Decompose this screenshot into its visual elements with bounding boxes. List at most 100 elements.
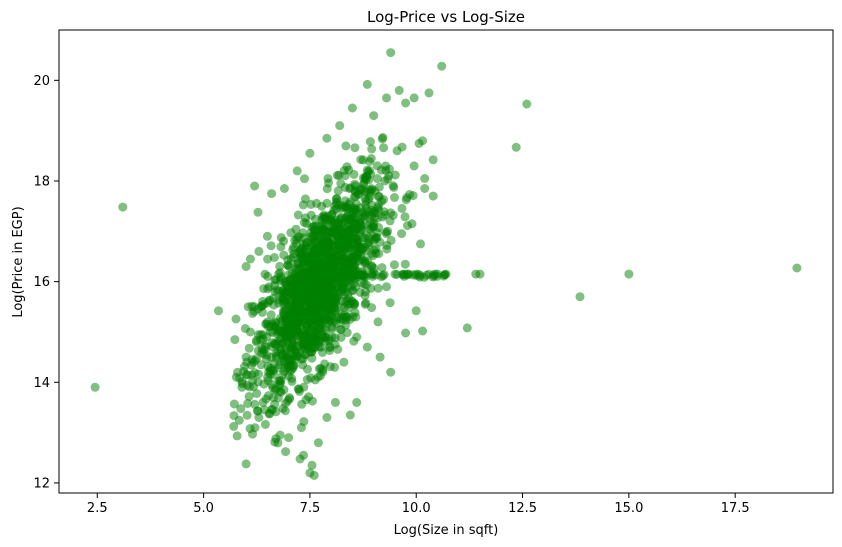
data-point [424, 269, 434, 279]
x-tick-label: 2.5 [87, 501, 108, 516]
data-point [292, 166, 302, 176]
data-point [462, 323, 472, 333]
data-point [243, 302, 253, 312]
data-point [349, 192, 359, 202]
data-point [298, 360, 308, 370]
data-point [326, 254, 336, 264]
data-point [624, 269, 634, 279]
data-point [380, 210, 390, 220]
data-point [359, 270, 369, 280]
data-point [317, 201, 327, 211]
data-point [522, 99, 532, 109]
data-point [298, 239, 308, 249]
data-point [250, 399, 260, 409]
y-tick-label: 14 [33, 376, 50, 391]
data-point [313, 372, 323, 382]
data-point [313, 438, 323, 448]
data-point [253, 207, 263, 217]
data-point [575, 292, 585, 302]
data-point [229, 399, 239, 409]
data-point [424, 88, 434, 98]
data-point [390, 269, 400, 279]
data-point [259, 379, 269, 389]
data-point [265, 369, 275, 379]
data-point [411, 306, 421, 316]
data-point [257, 301, 267, 311]
data-point [244, 392, 254, 401]
data-point [254, 369, 263, 379]
data-point [386, 48, 396, 58]
data-point [346, 214, 356, 224]
data-point [292, 326, 302, 336]
data-point [352, 397, 362, 407]
data-point [314, 337, 324, 347]
data-point [382, 244, 392, 254]
data-point [397, 203, 407, 213]
data-point [242, 410, 252, 420]
data-point [287, 376, 297, 386]
data-point [281, 447, 291, 457]
y-axis-label: Log(Price in EGP) [11, 206, 26, 317]
data-point [254, 246, 264, 256]
data-point [279, 184, 289, 193]
data-point [385, 298, 395, 308]
data-point [256, 330, 266, 339]
data-point [269, 253, 279, 262]
data-point [367, 144, 377, 154]
x-axis-ticks: 2.5 5.0 7.5 10.0 12.5 15.0 17.5 [87, 493, 750, 516]
data-point [349, 169, 359, 179]
data-point [302, 332, 312, 342]
data-point [250, 181, 260, 191]
data-point [275, 261, 285, 271]
data-point [237, 382, 247, 392]
data-point [276, 233, 286, 243]
data-point [305, 148, 315, 158]
data-point [322, 133, 332, 143]
data-point [377, 263, 387, 273]
data-point [361, 280, 371, 290]
x-tick-label: 17.5 [721, 501, 750, 516]
data-point [418, 326, 428, 336]
data-point [293, 210, 303, 220]
x-tick-label: 5.0 [193, 501, 214, 516]
data-point [285, 393, 294, 403]
data-point [373, 202, 383, 212]
data-point [270, 317, 280, 327]
data-point [401, 328, 411, 338]
data-point [263, 271, 273, 281]
data-point [357, 245, 367, 255]
data-point [254, 413, 264, 422]
data-point [311, 243, 320, 253]
data-point [298, 200, 308, 210]
data-point [325, 239, 335, 249]
data-point [277, 356, 287, 366]
data-point [433, 269, 442, 279]
data-point [420, 174, 430, 183]
plot-frame [58, 29, 834, 494]
data-point [346, 234, 356, 244]
data-point [371, 244, 381, 254]
data-point [345, 410, 355, 420]
data-point [258, 397, 268, 407]
data-point [257, 348, 267, 358]
data-point [350, 179, 360, 189]
data-point [403, 269, 413, 279]
data-point [357, 220, 367, 230]
data-point [390, 193, 399, 202]
data-point [325, 362, 335, 372]
data-point [289, 291, 299, 301]
data-point [298, 354, 308, 363]
data-point [352, 332, 362, 342]
data-point [347, 246, 357, 255]
data-point [284, 332, 294, 342]
data-point [337, 254, 347, 264]
data-point [441, 269, 451, 279]
data-point [118, 202, 128, 212]
data-point [336, 324, 346, 334]
data-point [284, 433, 294, 443]
data-point [229, 421, 239, 431]
data-point [288, 252, 298, 262]
data-point [318, 225, 328, 235]
data-point [317, 212, 327, 222]
data-point [293, 384, 303, 394]
